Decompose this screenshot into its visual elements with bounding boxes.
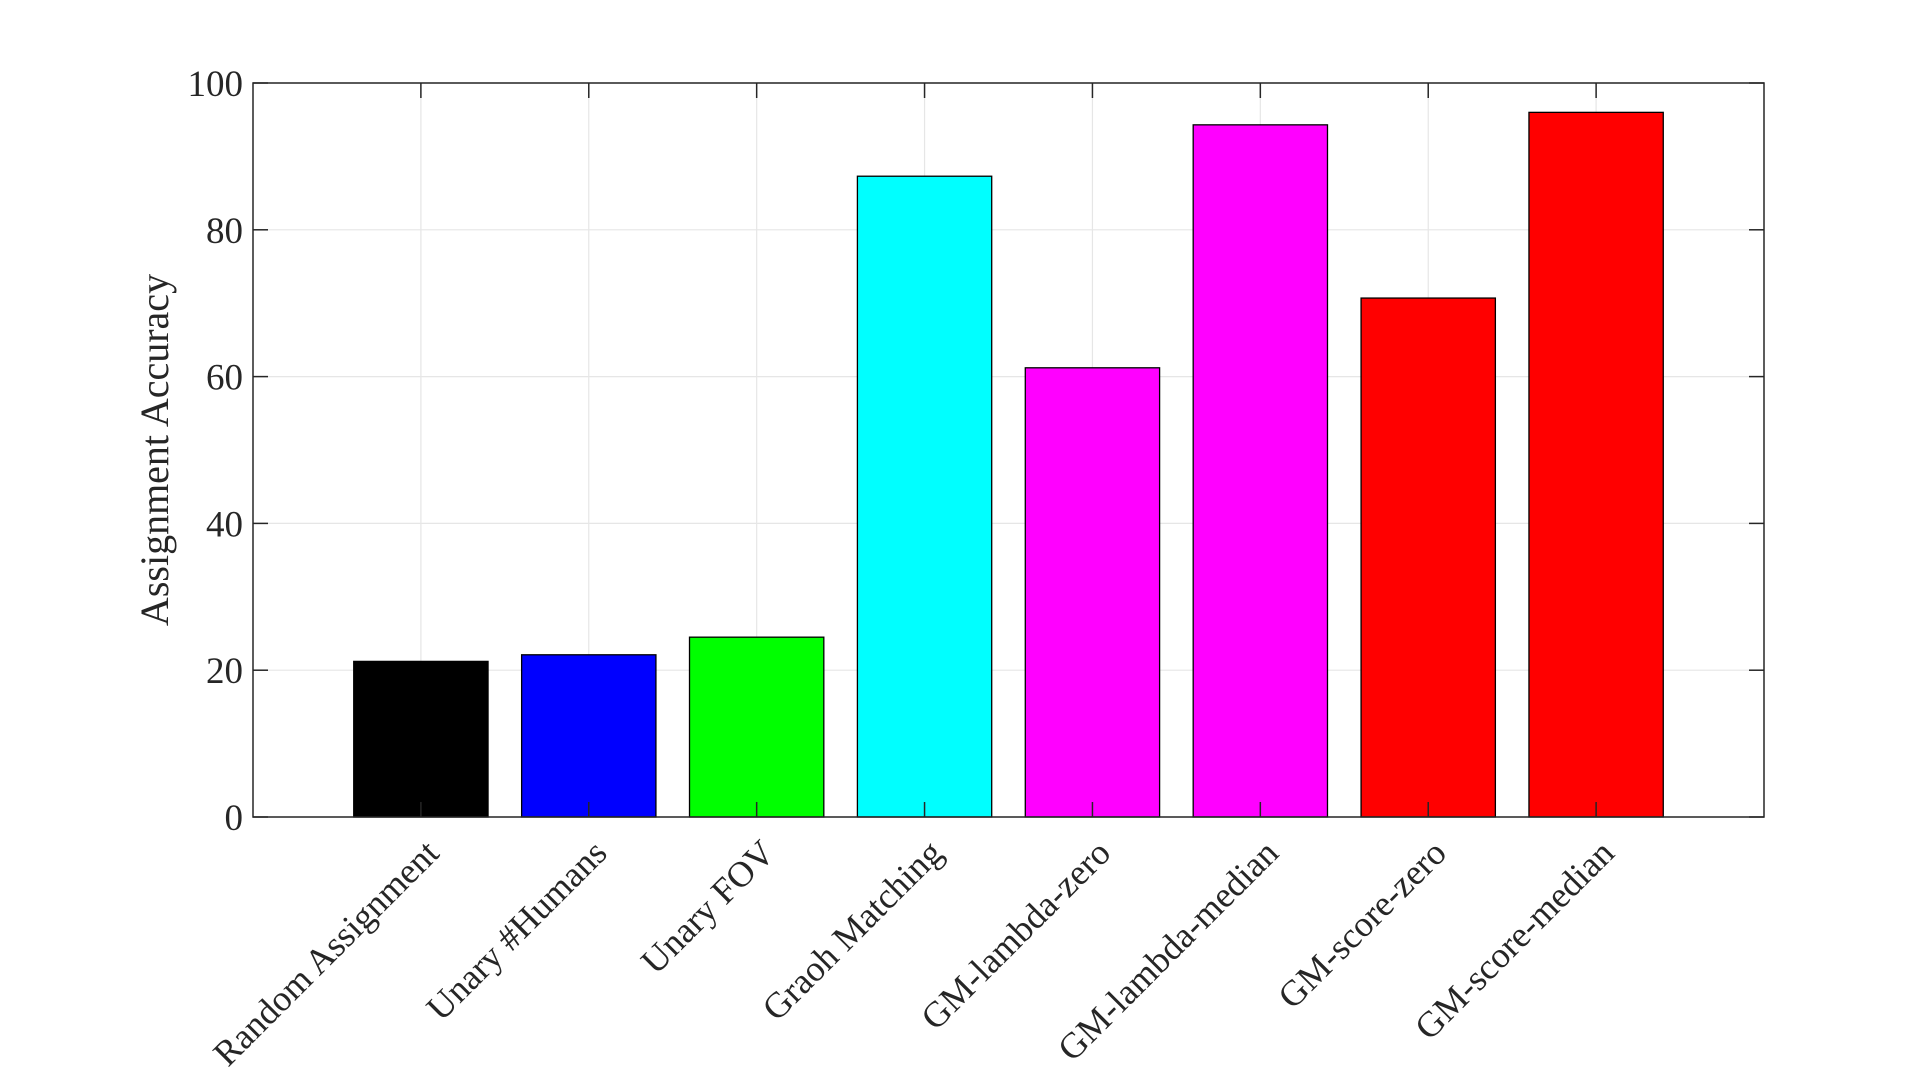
bar <box>688 636 825 818</box>
bar <box>1192 124 1329 818</box>
y-tick-label: 60 <box>206 358 243 399</box>
bar <box>1528 111 1664 818</box>
bars <box>353 111 1664 818</box>
axes <box>252 82 1765 818</box>
plot-frame <box>252 82 1765 818</box>
y-axis-title: Assignment Accuracy <box>132 274 177 626</box>
y-tick-label: 0 <box>225 798 244 839</box>
bar <box>520 654 657 818</box>
bar <box>353 660 489 818</box>
y-tick-label: 40 <box>206 504 243 545</box>
y-tick-label: 100 <box>188 64 244 105</box>
y-tick-label: 20 <box>206 651 243 692</box>
bar <box>856 175 993 818</box>
bar <box>1024 367 1161 818</box>
bar <box>1360 297 1497 818</box>
y-tick-labels: 0 20 40 60 80 100 <box>188 64 244 839</box>
y-tick-label: 80 <box>206 211 243 252</box>
